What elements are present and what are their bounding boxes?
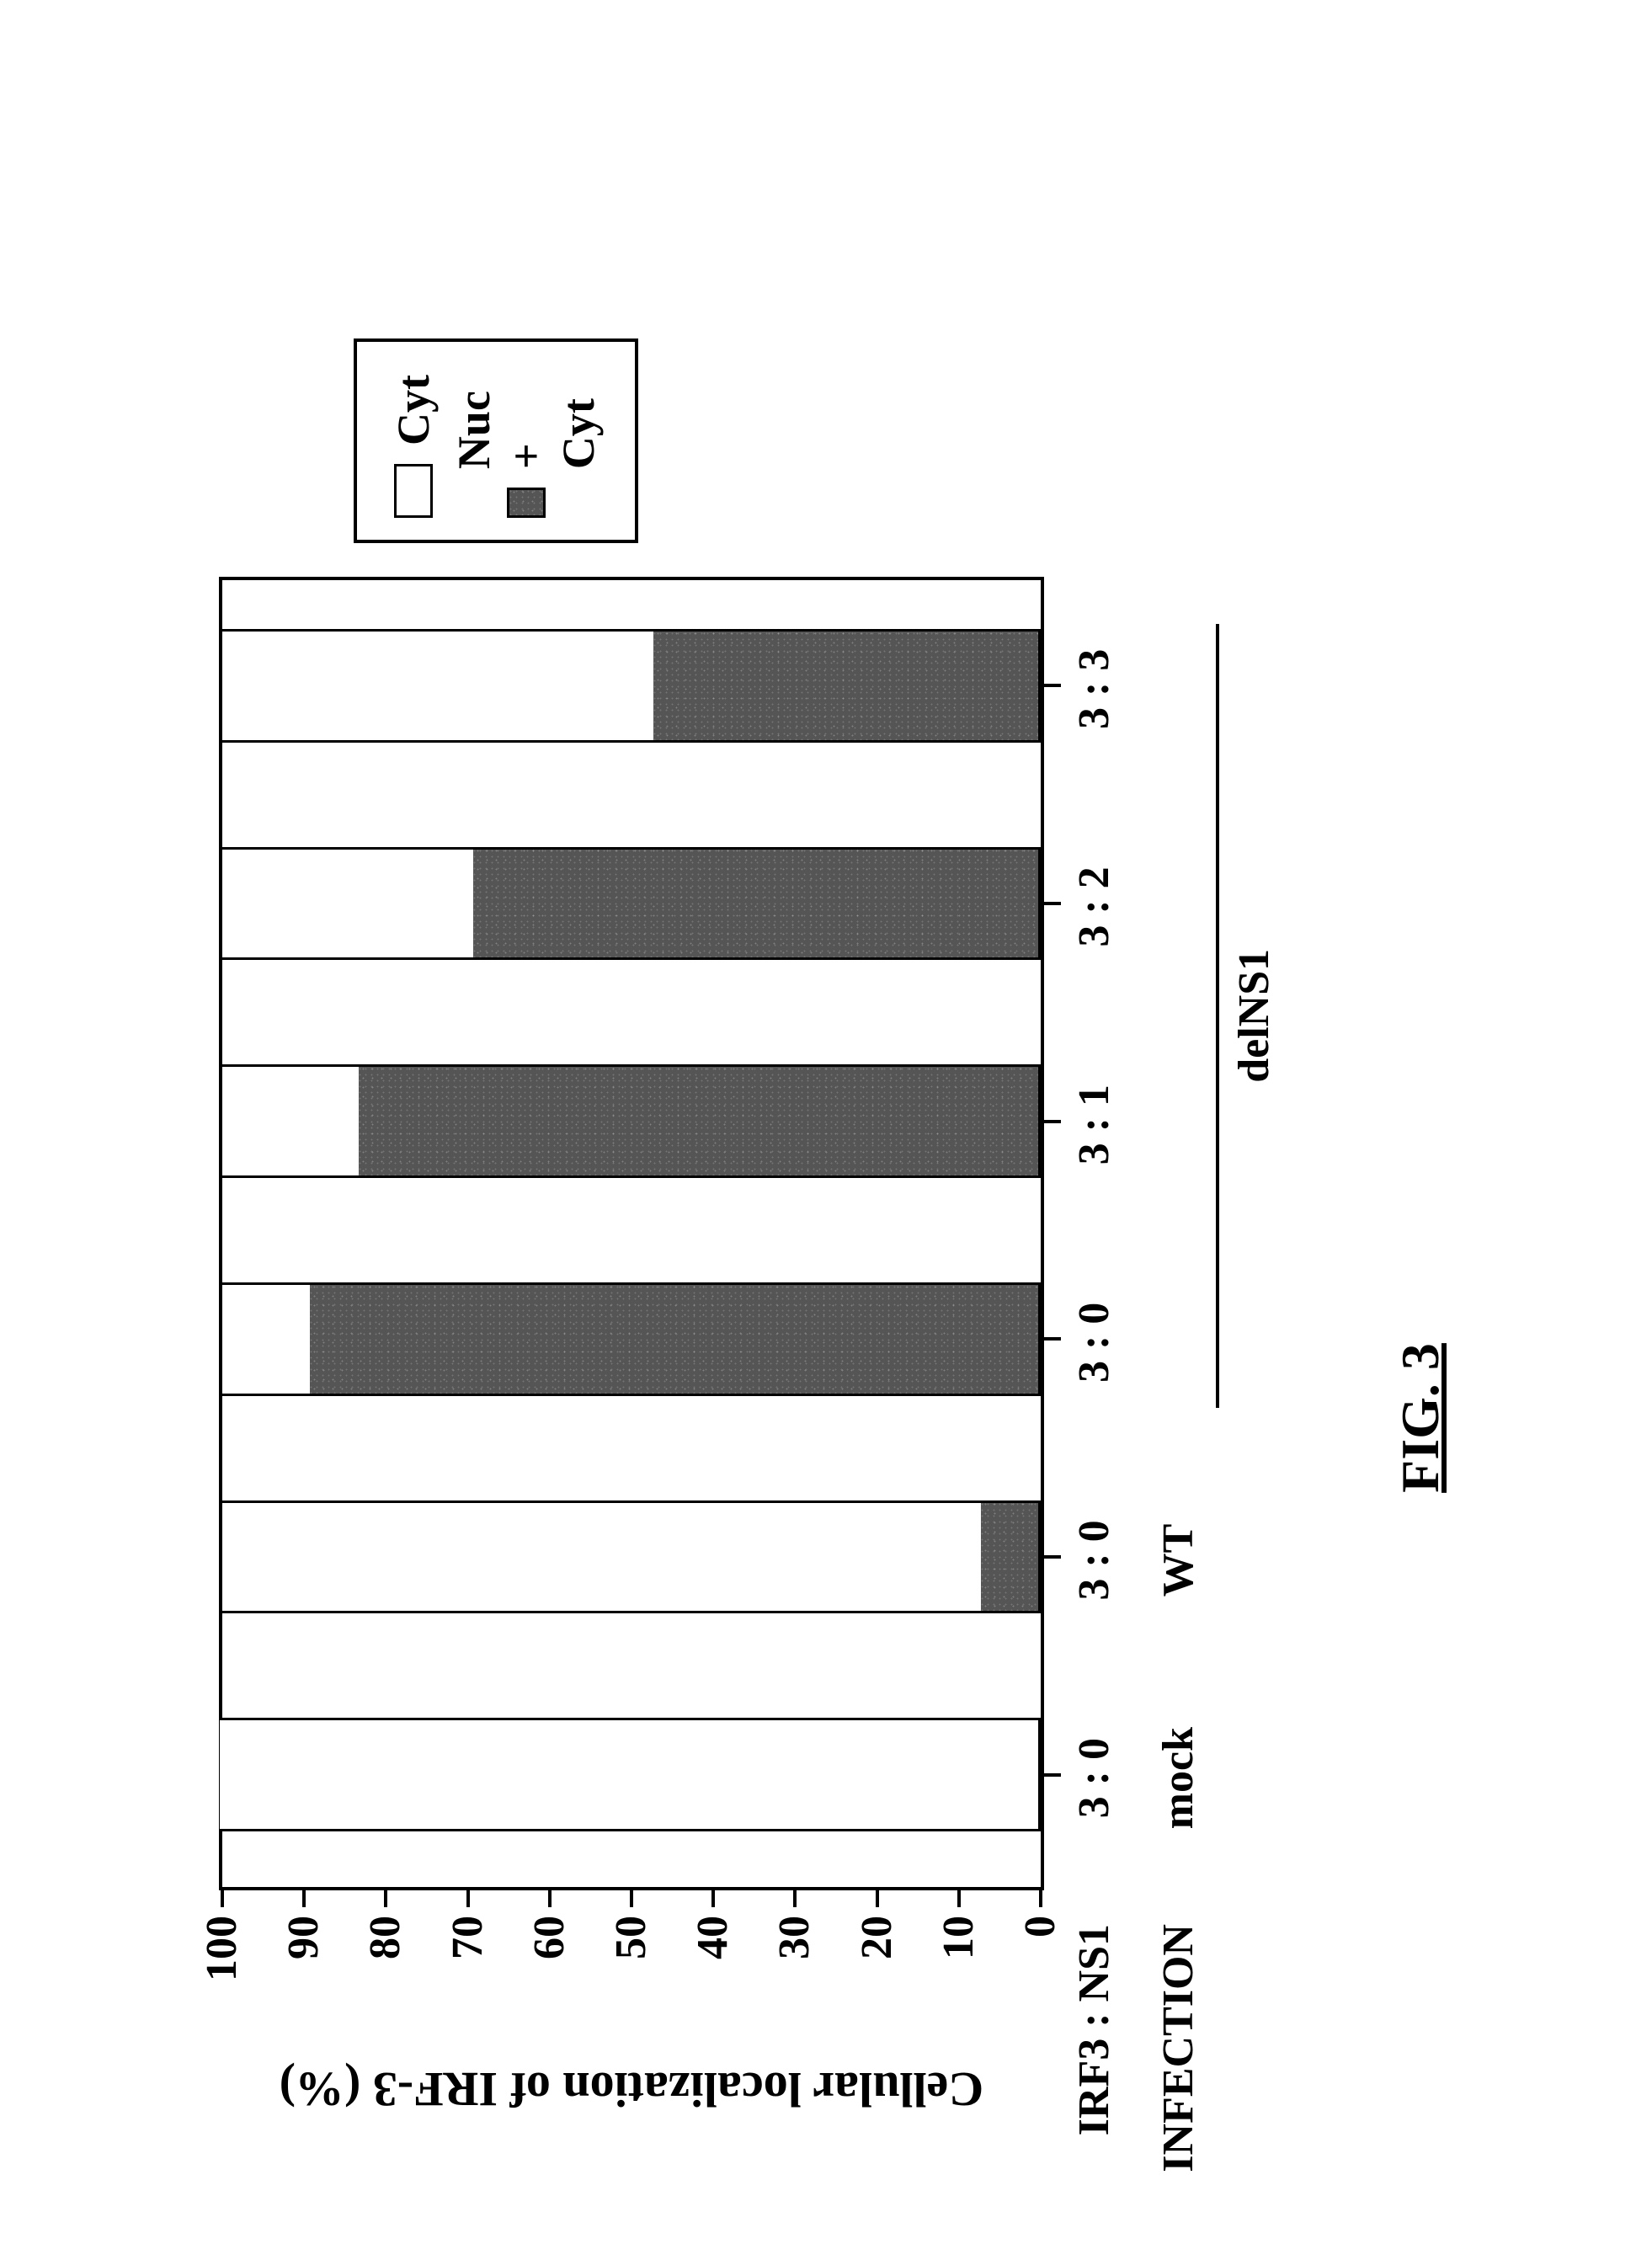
bar-segment-nuc-cyt: [473, 850, 1038, 958]
x-label-ratio: 3 : 3: [1069, 649, 1119, 729]
x-label-ratio: 3 : 0: [1069, 1738, 1119, 1818]
figure-caption: FIG. 3: [1389, 592, 1452, 2244]
y-tick: [221, 1890, 224, 1907]
row2-title: INFECTION: [1154, 1924, 1203, 2177]
y-tick-label: 90: [279, 1916, 328, 2008]
x-label-condition: mock: [1154, 1727, 1203, 1829]
legend: Cyt Nuc + Cyt: [354, 338, 638, 543]
legend-label: Cyt: [387, 375, 440, 445]
legend-item: Nuc + Cyt: [448, 367, 605, 518]
x-label-ratio: 3 : 0: [1069, 1520, 1119, 1600]
y-tick-label: 40: [688, 1916, 738, 2008]
bar-segment-nuc-cyt: [359, 1067, 1038, 1175]
y-tick: [711, 1890, 715, 1907]
y-tick: [466, 1890, 470, 1907]
legend-item: Cyt: [387, 367, 440, 518]
y-tick: [630, 1890, 633, 1907]
x-tick: [1044, 1120, 1061, 1123]
y-tick: [1039, 1890, 1042, 1907]
bar-segment-nuc-cyt: [981, 1503, 1038, 1612]
legend-label: Nuc + Cyt: [448, 367, 605, 469]
x-tick: [1044, 902, 1061, 905]
x-label-ratio: 3 : 0: [1069, 1303, 1119, 1383]
y-tick: [793, 1890, 797, 1907]
y-tick-label: 70: [443, 1916, 493, 2008]
condition-group-underline: [1216, 624, 1219, 1408]
bar-segment-cyt: [220, 632, 653, 740]
y-tick-label: 0: [1015, 1916, 1065, 2008]
y-tick-label: 10: [934, 1916, 983, 2008]
x-label-condition: WT: [1154, 1524, 1203, 1597]
chart-plot-area: [219, 577, 1044, 1890]
y-tick-label: 100: [197, 1916, 247, 2008]
bar-segment-nuc-cyt: [310, 1285, 1038, 1394]
bar-segment-cyt: [220, 1067, 359, 1175]
figure-page: Cellular localization of IRF-3 (%) IRF3 …: [0, 592, 1652, 2244]
y-tick: [957, 1890, 961, 1907]
x-tick: [1044, 684, 1061, 687]
bar: [222, 1718, 1041, 1831]
bar: [222, 1282, 1041, 1396]
y-tick: [876, 1890, 879, 1907]
bar: [222, 1064, 1041, 1178]
bar: [222, 1500, 1041, 1614]
bar-segment-nuc-cyt: [653, 632, 1038, 740]
y-tick-label: 60: [525, 1916, 574, 2008]
y-tick: [548, 1890, 552, 1907]
bar-segment-cyt: [220, 1285, 310, 1394]
x-tick: [1044, 1555, 1061, 1559]
bar: [222, 629, 1041, 743]
y-axis-label: Cellular localization of IRF-3 (%): [219, 2061, 1044, 2118]
y-tick-label: 50: [606, 1916, 656, 2008]
x-label-condition-group: delNS1: [1229, 949, 1279, 1083]
legend-swatch: [394, 464, 433, 518]
x-tick: [1044, 1337, 1061, 1341]
bar-segment-cyt: [220, 850, 473, 958]
bar-segment-cyt: [220, 1503, 981, 1612]
y-tick: [302, 1890, 306, 1907]
y-tick-label: 30: [770, 1916, 819, 2008]
x-tick: [1044, 1773, 1061, 1777]
row1-title: IRF3 : NS1: [1069, 1924, 1119, 2177]
y-tick: [384, 1890, 387, 1907]
x-label-ratio: 3 : 1: [1069, 1085, 1119, 1165]
x-label-ratio: 3 : 2: [1069, 866, 1119, 946]
bar: [222, 847, 1041, 961]
y-tick-label: 80: [360, 1916, 410, 2008]
y-tick-label: 20: [852, 1916, 902, 2008]
bar-segment-cyt: [220, 1720, 1038, 1829]
legend-swatch: [507, 488, 546, 518]
